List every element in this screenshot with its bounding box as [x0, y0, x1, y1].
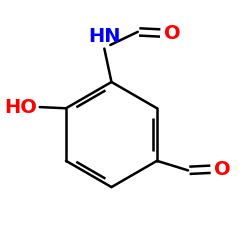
Text: O: O: [214, 160, 231, 179]
Text: HO: HO: [4, 98, 37, 116]
Text: HN: HN: [88, 27, 120, 46]
Text: O: O: [164, 24, 181, 42]
